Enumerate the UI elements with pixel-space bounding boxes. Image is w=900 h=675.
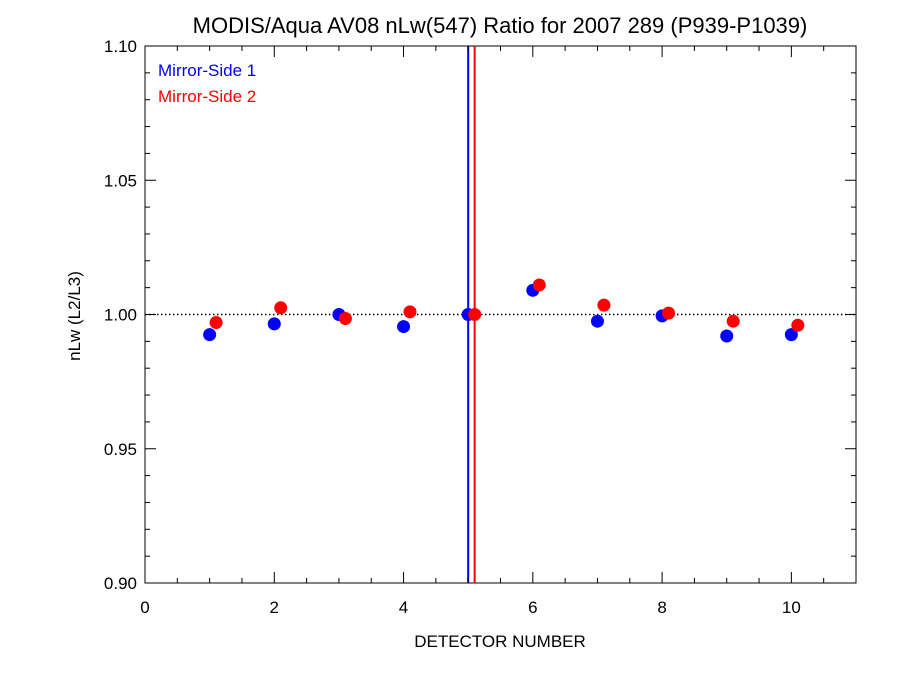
legend-entry-series1: Mirror-Side 1 xyxy=(158,61,256,80)
x-axis-label: DETECTOR NUMBER xyxy=(414,632,586,651)
data-point-series1 xyxy=(720,329,734,343)
chart-title: MODIS/Aqua AV08 nLw(547) Ratio for 2007 … xyxy=(193,13,808,38)
data-point-series2 xyxy=(403,305,417,319)
data-point-series2 xyxy=(274,301,288,315)
x-tick-label: 2 xyxy=(270,598,279,617)
data-point-series2 xyxy=(209,316,223,330)
data-point-series2 xyxy=(662,306,676,320)
data-point-series2 xyxy=(532,278,546,292)
axis-ticks-layer xyxy=(144,45,856,584)
y-tick-label: 0.90 xyxy=(104,574,137,593)
x-tick-label: 8 xyxy=(657,598,666,617)
data-point-series2 xyxy=(791,318,805,332)
data-point-series1 xyxy=(784,328,798,342)
x-tick-label: 4 xyxy=(399,598,408,617)
x-tick-label: 6 xyxy=(528,598,537,617)
data-point-series1 xyxy=(203,328,217,342)
legend: Mirror-Side 1 Mirror-Side 2 xyxy=(158,61,256,106)
y-axis-label: nLw (L2/L3) xyxy=(65,271,84,361)
data-point-series1 xyxy=(590,314,604,328)
data-point-series2 xyxy=(726,314,740,328)
y-tick-label: 1.00 xyxy=(104,306,137,325)
data-point-series1 xyxy=(397,320,411,334)
legend-entry-series2: Mirror-Side 2 xyxy=(158,87,256,106)
x-tick-label: 10 xyxy=(782,598,801,617)
data-point-series2 xyxy=(338,312,352,326)
x-tick-label: 0 xyxy=(140,598,149,617)
y-tick-label: 1.10 xyxy=(104,37,137,56)
data-point-series2 xyxy=(597,298,611,312)
data-points-layer xyxy=(203,278,805,343)
data-point-series2 xyxy=(468,308,482,321)
tick-labels-layer: 0 2 4 6 8 10 0.90 0.95 1.00 1.05 1.10 xyxy=(104,37,801,617)
y-tick-label: 0.95 xyxy=(104,440,137,459)
y-tick-label: 1.05 xyxy=(104,171,137,190)
data-point-series1 xyxy=(267,317,281,331)
